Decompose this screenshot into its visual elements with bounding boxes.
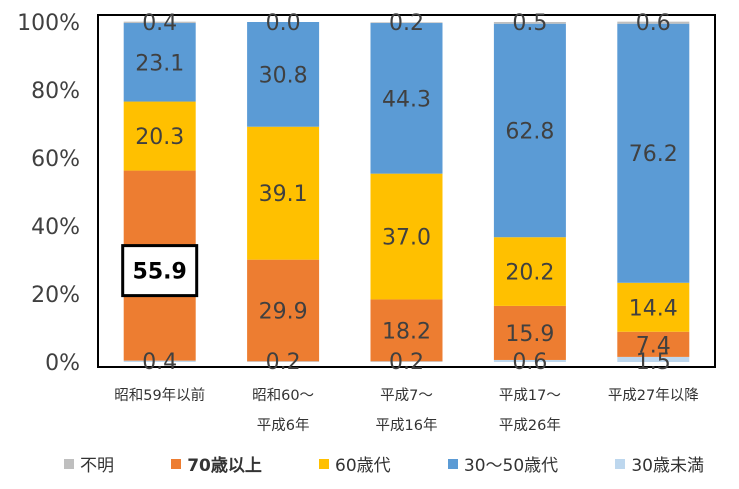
legend-swatch: [319, 458, 330, 469]
legend-swatch: [171, 458, 182, 469]
x-axis: 昭和59年以前 昭和60～ 平成6年 平成7～ 平成16年 平成17～ 平成26年 平成27年…: [114, 387, 699, 434]
bar-segment: [370, 23, 443, 174]
bar-segment: [123, 23, 196, 102]
legend-swatch: [64, 458, 74, 469]
legend-label: 30歳未満: [631, 456, 704, 476]
legend-label: 60歳代: [335, 456, 391, 476]
data-label: 20.2: [505, 261, 554, 286]
bar-segment: [123, 360, 196, 362]
x-tick-label: 昭和59年以前: [114, 387, 205, 404]
bar-segment: [617, 282, 690, 332]
y-tick-label: 0%: [45, 351, 80, 376]
x-tick-label: 平成26年: [499, 417, 561, 434]
legend-label: 不明: [80, 456, 114, 476]
bars: [123, 21, 690, 362]
legend-label: 30～50歳代: [463, 456, 559, 476]
y-tick-label: 40%: [31, 215, 80, 240]
legend-item: 不明: [64, 451, 114, 476]
legend: 不明 70歳以上 60歳代 30～50歳代 30歳未満: [64, 451, 704, 476]
x-tick-label: 昭和60～: [252, 387, 314, 404]
bar-segment: [493, 359, 566, 362]
y-axis: 0% 20% 40% 60% 80% 100%: [17, 11, 80, 376]
bar-segment: [123, 21, 196, 24]
legend-label: 70歳以上: [187, 456, 262, 476]
x-tick-label: 平成27年以降: [608, 387, 699, 404]
x-tick-label: 平成7～: [380, 387, 433, 404]
bar-segment: [247, 259, 320, 362]
data-label: 0.6: [512, 350, 547, 375]
data-label: 15.9: [505, 322, 554, 347]
data-label-highlight: 55.9: [133, 260, 187, 285]
bar-segment: [617, 331, 690, 357]
bar-segment: [493, 23, 566, 238]
legend-item: 70歳以上: [171, 451, 262, 476]
data-labels: 0.4 55.9 20.3 23.1 0.4 0.2 29.9 39.1 30.8 0.0 0.2 1…: [121, 11, 678, 375]
legend-swatch: [447, 458, 458, 469]
data-label: 0.2: [389, 350, 424, 375]
data-label: 14.4: [629, 296, 678, 321]
bar-segment: [370, 361, 443, 362]
data-label: 18.2: [382, 319, 431, 344]
bar-segment: [370, 22, 443, 24]
y-tick-label: 100%: [17, 11, 80, 36]
bar-segment: [370, 299, 443, 362]
bar-segment: [493, 305, 566, 360]
legend-item: 60歳代: [319, 451, 391, 476]
bar-segment: [617, 21, 690, 24]
y-tick-label: 60%: [31, 147, 80, 172]
data-label: 44.3: [382, 87, 431, 112]
data-label: 39.1: [259, 182, 308, 207]
legend-swatch: [615, 458, 626, 469]
y-tick-label: 80%: [31, 79, 80, 104]
bar-segment: [123, 101, 196, 171]
legend-item: 30歳未満: [615, 451, 704, 476]
data-label: 30.8: [259, 63, 308, 88]
y-tick-label: 20%: [31, 283, 80, 308]
data-label: 76.2: [629, 142, 678, 167]
data-label: 0.5: [512, 11, 547, 36]
bar-segment: [247, 22, 320, 127]
bar-segment: [617, 23, 690, 283]
data-label: 23.1: [135, 51, 184, 76]
data-label: 1.5: [636, 350, 671, 375]
legend-item: 30～50歳代: [447, 451, 559, 476]
x-tick-label: 平成17～: [499, 387, 561, 404]
x-tick-label: 平成6年: [257, 417, 310, 434]
bar-segment: [493, 22, 566, 24]
data-label: 20.3: [135, 125, 184, 150]
data-label: 0.2: [266, 350, 301, 375]
x-tick-label: 平成16年: [376, 417, 438, 434]
data-label: 0.4: [142, 11, 177, 36]
data-label: 0.6: [636, 11, 671, 36]
bar-segment: [247, 126, 320, 260]
data-label: 0.2: [389, 11, 424, 36]
plot-area: [97, 14, 716, 368]
data-label: 0.0: [266, 11, 301, 36]
highlight-box: [121, 244, 199, 298]
data-label: 62.8: [505, 119, 554, 144]
bar-segment: [617, 356, 690, 362]
data-label: 29.9: [259, 299, 308, 324]
data-label: 7.4: [636, 333, 671, 358]
data-label: 0.4: [142, 350, 177, 375]
bar-segment: [370, 173, 443, 300]
data-label: 37.0: [382, 226, 431, 251]
bar-segment: [493, 237, 566, 306]
bar-segment: [247, 361, 320, 362]
